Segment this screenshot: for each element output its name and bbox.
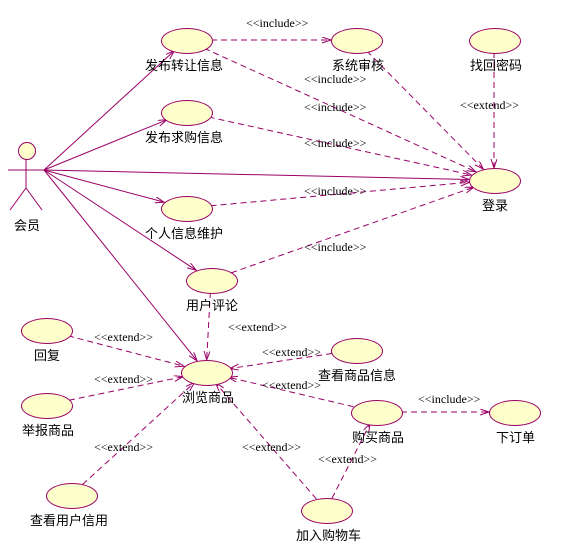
usecase-label-report: 举报商品 [22, 420, 74, 439]
stereotype-label: <<include>> [304, 100, 366, 115]
usecase-browse [181, 360, 233, 386]
usecase-view_credit [46, 483, 98, 509]
stereotype-label: <<extend>> [242, 440, 301, 455]
usecase-publish_buy [161, 100, 213, 126]
usecase-cart [301, 498, 353, 524]
usecase-label-publish_transfer: 发布转让信息 [145, 55, 223, 74]
usecase-label-reply: 回复 [34, 345, 60, 364]
usecase-label-publish_buy: 发布求购信息 [145, 127, 223, 146]
stereotype-label: <<include>> [304, 240, 366, 255]
stereotype-label: <<extend>> [262, 378, 321, 393]
stereotype-label: <<extend>> [94, 330, 153, 345]
usecase-label-order: 下订单 [496, 427, 535, 446]
connectors-layer [0, 0, 575, 549]
stereotype-label: <<include>> [418, 392, 480, 407]
usecase-label-view_credit: 查看用户信用 [30, 510, 108, 529]
stereotype-label: <<extend>> [94, 440, 153, 455]
stereotype-label: <<include>> [246, 16, 308, 31]
stereotype-label: <<extend>> [318, 452, 377, 467]
usecase-label-buy: 购买商品 [352, 427, 404, 446]
stereotype-label: <<extend>> [262, 345, 321, 360]
usecase-view_goods [331, 338, 383, 364]
stereotype-label: <<include>> [304, 136, 366, 151]
usecase-label-view_goods: 查看商品信息 [318, 365, 396, 384]
stereotype-label: <<extend>> [94, 372, 153, 387]
usecase-label-find_password: 找回密码 [470, 55, 522, 74]
usecase-publish_transfer [161, 28, 213, 54]
usecase-label-browse: 浏览商品 [182, 387, 234, 406]
usecase-reply [21, 318, 73, 344]
uml-usecase-diagram: 发布转让信息系统审核找回密码发布求购信息登录个人信息维护用户评论回复浏览商品查看… [0, 0, 575, 549]
actor-head [18, 142, 36, 160]
usecase-label-personal_info: 个人信息维护 [145, 223, 223, 242]
actor-label: 会员 [14, 215, 40, 234]
usecase-personal_info [161, 196, 213, 222]
stereotype-label: <<include>> [304, 72, 366, 87]
stereotype-label: <<include>> [304, 184, 366, 199]
usecase-order [489, 400, 541, 426]
usecase-login [469, 168, 521, 194]
stereotype-label: <<extend>> [460, 98, 519, 113]
usecase-report [21, 393, 73, 419]
usecase-buy [351, 400, 403, 426]
usecase-label-cart: 加入购物车 [296, 525, 361, 544]
stereotype-label: <<extend>> [228, 320, 287, 335]
usecase-system_audit [331, 28, 383, 54]
usecase-label-login: 登录 [482, 195, 508, 214]
usecase-label-user_comment: 用户评论 [186, 295, 238, 314]
usecase-find_password [469, 28, 521, 54]
usecase-user_comment [186, 268, 238, 294]
